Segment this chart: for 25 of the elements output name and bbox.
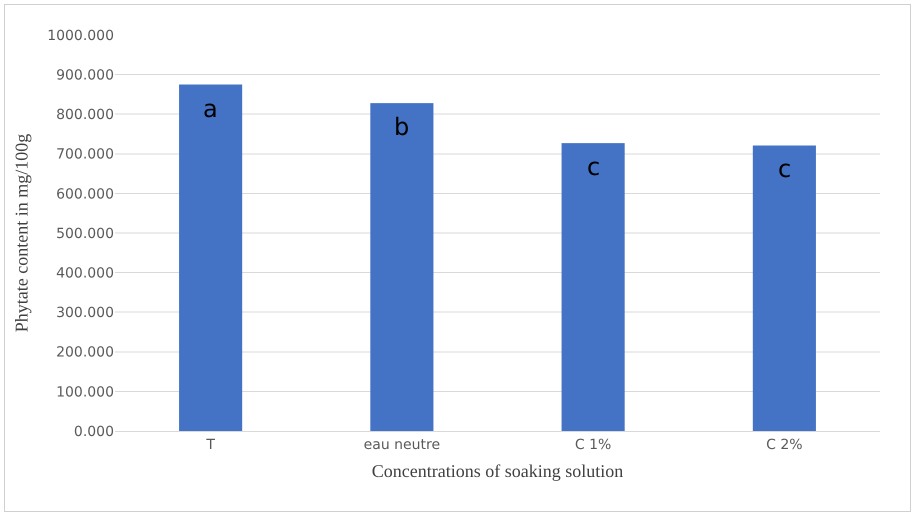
bar <box>370 103 434 431</box>
annotation: b <box>394 113 410 141</box>
y-tick-label: 600.000 <box>56 186 114 202</box>
x-tick-label: T <box>205 436 216 453</box>
bar <box>179 84 242 431</box>
x-axis-title: Concentrations of soaking solution <box>372 460 624 481</box>
y-tick-label: 800.000 <box>56 107 114 124</box>
annotation: c <box>587 153 600 181</box>
y-tick-label: 300.000 <box>56 305 114 322</box>
y-tick-label: 900.000 <box>56 68 114 84</box>
y-axis-title: Phytate content in mg/100g <box>11 134 32 332</box>
annotation: c <box>778 155 792 183</box>
y-tick-label: 400.000 <box>56 266 114 282</box>
x-tick-label: eau neutre <box>364 436 440 453</box>
x-tick-label: C 1% <box>574 436 612 453</box>
y-tick-label: 1000.000 <box>47 28 114 44</box>
x-tick-label: C 2% <box>766 436 803 453</box>
y-tick-label: 0.000 <box>74 424 114 440</box>
bar <box>752 145 816 431</box>
y-tick-label: 700.000 <box>56 146 114 163</box>
y-tick-label: 200.000 <box>56 344 114 361</box>
y-tick-label: 500.000 <box>56 226 114 242</box>
y-tick-label: 100.000 <box>56 384 114 400</box>
annotation: a <box>203 95 218 123</box>
bar <box>562 143 625 431</box>
